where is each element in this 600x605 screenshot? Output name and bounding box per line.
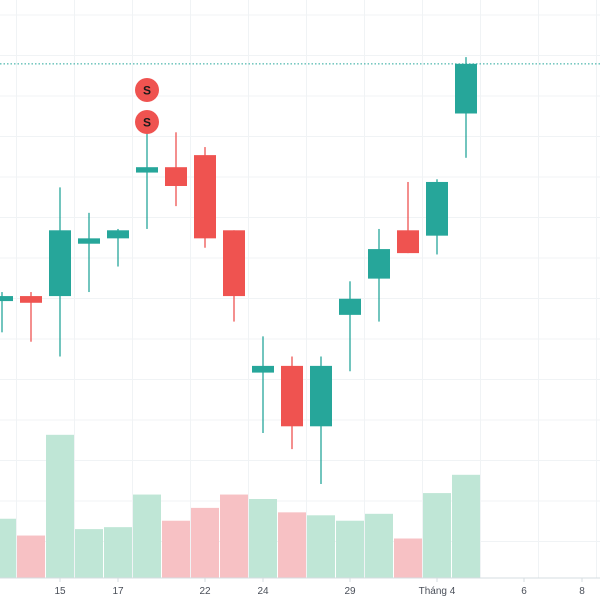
- volume-bar: [423, 493, 451, 578]
- candle-body: [310, 365, 332, 427]
- volume-bar: [394, 538, 422, 578]
- time-axis-label: Tháng 4: [419, 586, 456, 597]
- candle: [49, 187, 71, 357]
- candle: [223, 230, 245, 322]
- volume-bar: [0, 518, 16, 578]
- volume-bar: [307, 515, 335, 578]
- candle: [0, 292, 13, 333]
- volume-bar: [191, 507, 219, 578]
- candle-body: [107, 230, 129, 239]
- candle-body: [0, 296, 13, 302]
- candle: [252, 336, 274, 434]
- time-axis: 15 17 22 24 29 Tháng 4 6 8: [0, 577, 600, 600]
- volume-bar: [336, 520, 364, 578]
- time-axis-label: 15: [54, 586, 66, 597]
- sell-marker: S: [135, 78, 159, 102]
- candle-body: [20, 296, 42, 303]
- volume-bar: [17, 535, 45, 578]
- candle: [455, 57, 477, 158]
- candle: [78, 212, 100, 293]
- candle: [310, 356, 332, 485]
- candle-body: [194, 155, 216, 239]
- candle: [368, 228, 390, 322]
- candle-body: [78, 238, 100, 244]
- volume-bar: [452, 474, 480, 578]
- candle-body: [426, 181, 448, 236]
- sell-marker-circle: [135, 78, 159, 102]
- candle: [426, 179, 448, 255]
- candle-body: [281, 365, 303, 427]
- time-axis-label: 6: [521, 586, 527, 597]
- trade-markers: SS: [135, 78, 159, 134]
- candle-body: [397, 230, 419, 254]
- candles: [0, 57, 477, 485]
- candle-body: [165, 167, 187, 186]
- candle: [339, 281, 361, 372]
- candle: [281, 356, 303, 450]
- volume-bar: [249, 499, 277, 578]
- time-axis-label: 17: [112, 586, 124, 597]
- time-axis-label: 8: [579, 586, 585, 597]
- candle-body: [252, 365, 274, 373]
- time-axis-background: [0, 578, 600, 600]
- candle-body: [136, 167, 158, 173]
- candle: [397, 181, 419, 254]
- candle-body: [49, 230, 71, 297]
- candle-body: [455, 63, 477, 114]
- volume-bar: [75, 529, 103, 578]
- volume-bar: [46, 434, 74, 578]
- sell-marker-circle: [135, 110, 159, 134]
- candle: [136, 126, 158, 229]
- candle: [107, 228, 129, 267]
- volume-bar: [104, 527, 132, 578]
- candle: [194, 147, 216, 248]
- candle: [165, 132, 187, 207]
- volume-bars: [0, 434, 480, 578]
- time-axis-label: 29: [344, 586, 356, 597]
- candle-body: [223, 230, 245, 297]
- sell-marker-label: S: [143, 84, 151, 98]
- volume-bar: [365, 513, 393, 578]
- time-axis-label: 22: [199, 586, 211, 597]
- volume-bar: [133, 494, 161, 578]
- sell-marker-label: S: [143, 116, 151, 130]
- volume-bar: [220, 494, 248, 578]
- candle-body: [339, 298, 361, 315]
- candle-body: [368, 249, 390, 279]
- sell-marker: S: [135, 110, 159, 134]
- volume-bar: [162, 520, 190, 578]
- volume-bar: [278, 512, 306, 578]
- candle: [20, 292, 42, 342]
- time-axis-label: 24: [257, 586, 269, 597]
